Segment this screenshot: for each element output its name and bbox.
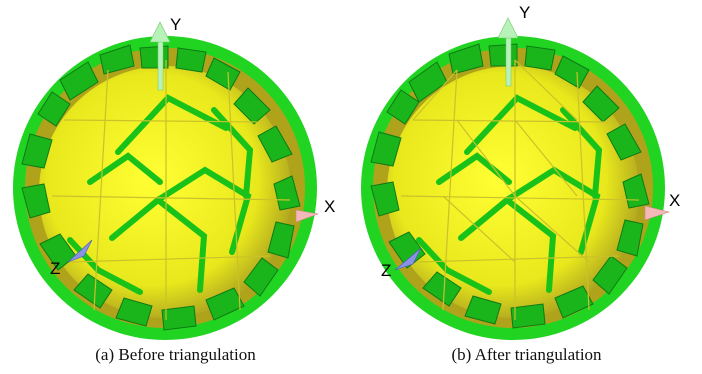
axis-z-label: Z — [381, 261, 391, 280]
axis-y-label: Y — [170, 15, 181, 34]
axis-y: Y — [149, 15, 181, 91]
mesh-seams — [51, 60, 291, 320]
axis-x-label: X — [324, 197, 335, 216]
axis-x: X — [295, 197, 335, 223]
axis-z: Z — [381, 247, 422, 280]
axis-x: X — [644, 191, 680, 221]
mesh-edges — [67, 94, 254, 295]
sphere-render-after: Y X Z — [361, 3, 680, 340]
panel-after-triangulation: Y X Z (b) After triangulation — [351, 0, 702, 374]
axis-y-label: Y — [519, 3, 530, 22]
caption-after: (b) After triangulation — [451, 345, 602, 364]
axis-x-label: X — [669, 191, 680, 210]
triangulation-diagonals — [400, 59, 640, 320]
caption-before: (a) Before triangulation — [95, 345, 256, 364]
sphere-render-before: Y X Z — [13, 15, 335, 340]
axis-z-label: Z — [50, 259, 60, 278]
panel-before-triangulation: Y X Z (a) Before triangulation — [13, 15, 335, 364]
rim-tiles — [370, 43, 650, 329]
axis-z: Z — [50, 239, 93, 278]
axis-y: Y — [497, 3, 530, 87]
